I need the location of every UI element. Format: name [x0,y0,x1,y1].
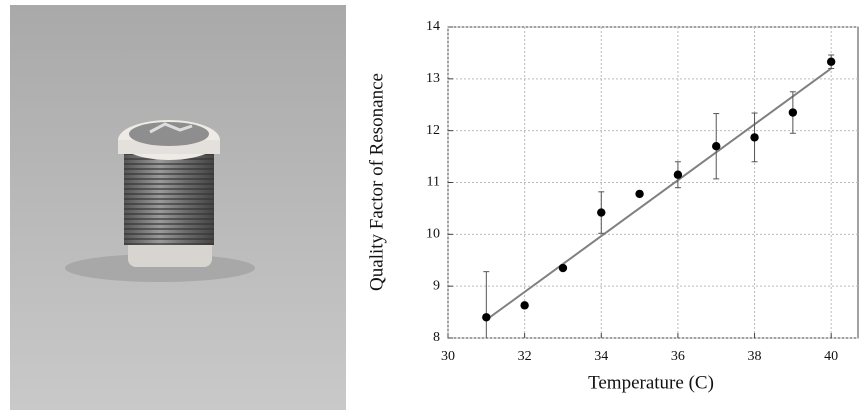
photo [10,5,346,410]
data-point [712,142,721,151]
plot: 8 9 10 11 12 13 14 30 32 34 36 38 40 [426,19,859,364]
data-point [750,133,759,142]
x-tick-label: 32 [518,349,532,364]
data-point [635,189,644,199]
y-tick-label: 8 [433,330,440,345]
data-point [826,57,836,66]
data-point [520,301,529,310]
x-tick-label: 34 [594,349,608,364]
x-tick-label: 36 [671,349,685,364]
data-point [673,170,683,179]
y-tick-label: 14 [426,19,440,34]
data-point [482,313,491,322]
y-tick-label: 9 [433,278,440,293]
y-tick-label: 12 [426,123,440,138]
plot-area [482,54,836,338]
data-point [788,108,798,117]
x-tick-label: 30 [441,349,455,364]
x-axis-label: Temperature (C) [588,372,714,393]
y-tick-label: 10 [426,227,440,242]
data-point [558,263,568,273]
y-tick-label: 13 [426,71,440,86]
fit-line [485,67,832,321]
x-tick-label: 38 [748,349,762,364]
data-point [597,208,606,217]
x-tick-label: 40 [824,349,838,364]
y-axis-label: Quality Factor of Resonance [366,73,387,291]
y-tick-label: 11 [427,175,440,190]
